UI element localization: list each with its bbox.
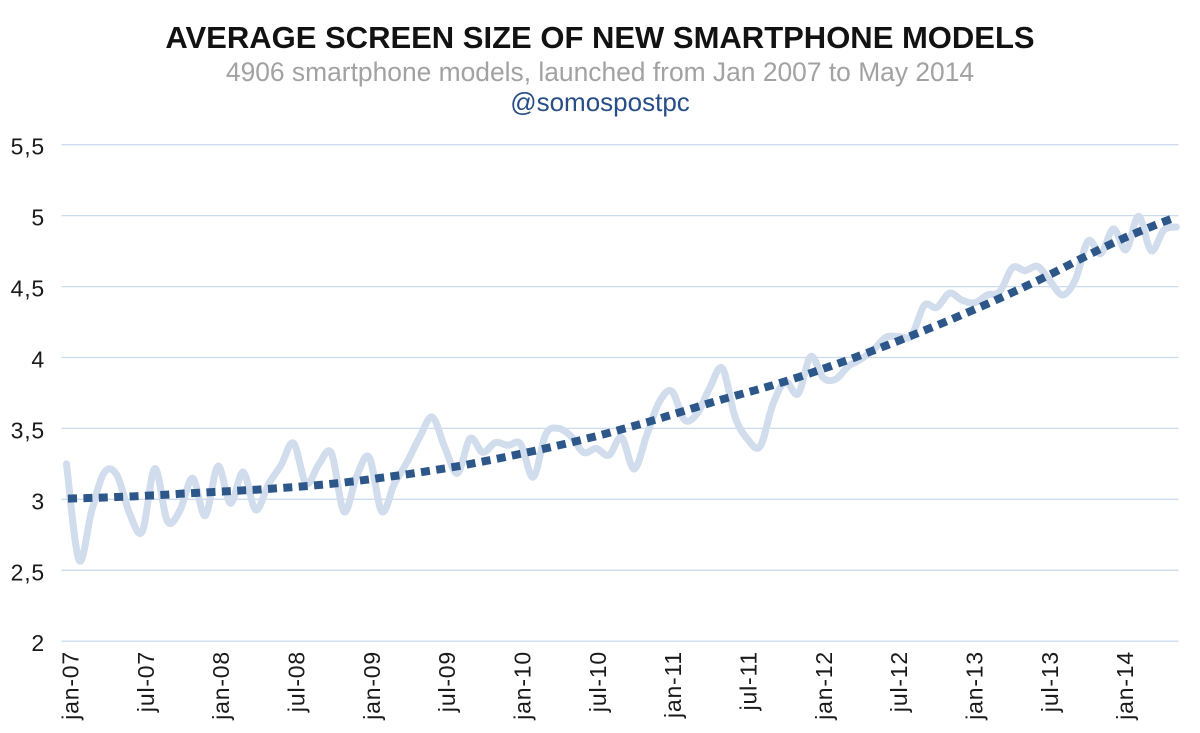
svg-text:jul-12: jul-12 [886, 651, 912, 713]
svg-text:jan-10: jan-10 [510, 651, 536, 721]
svg-text:3,5: 3,5 [11, 417, 45, 443]
svg-text:2: 2 [31, 630, 45, 656]
svg-text:jan-07: jan-07 [58, 651, 84, 721]
svg-text:jul-11: jul-11 [736, 651, 762, 711]
svg-text:4: 4 [31, 347, 45, 373]
svg-text:5,5: 5,5 [11, 134, 45, 160]
svg-text:@somospostpc: @somospostpc [510, 87, 690, 117]
svg-text:4,5: 4,5 [11, 276, 45, 302]
svg-text:jan-11: jan-11 [660, 651, 686, 719]
svg-text:jul-08: jul-08 [284, 651, 310, 713]
svg-text:5: 5 [31, 205, 45, 231]
svg-text:2,5: 2,5 [11, 559, 45, 585]
svg-text:3: 3 [31, 488, 45, 514]
svg-text:jan-13: jan-13 [962, 651, 988, 721]
svg-text:AVERAGE SCREEN SIZE OF NEW SMA: AVERAGE SCREEN SIZE OF NEW SMARTPHONE MO… [165, 20, 1034, 55]
svg-text:jul-13: jul-13 [1037, 651, 1063, 713]
svg-text:jan-12: jan-12 [811, 651, 837, 721]
svg-text:jan-09: jan-09 [359, 651, 385, 721]
svg-text:jul-09: jul-09 [434, 651, 460, 713]
svg-text:jan-14: jan-14 [1112, 651, 1138, 721]
svg-text:jan-08: jan-08 [208, 651, 234, 721]
svg-text:jul-10: jul-10 [585, 651, 611, 713]
svg-text:4906 smartphone models, launch: 4906 smartphone models, launched from Ja… [226, 57, 974, 87]
svg-text:jul-07: jul-07 [133, 651, 159, 713]
